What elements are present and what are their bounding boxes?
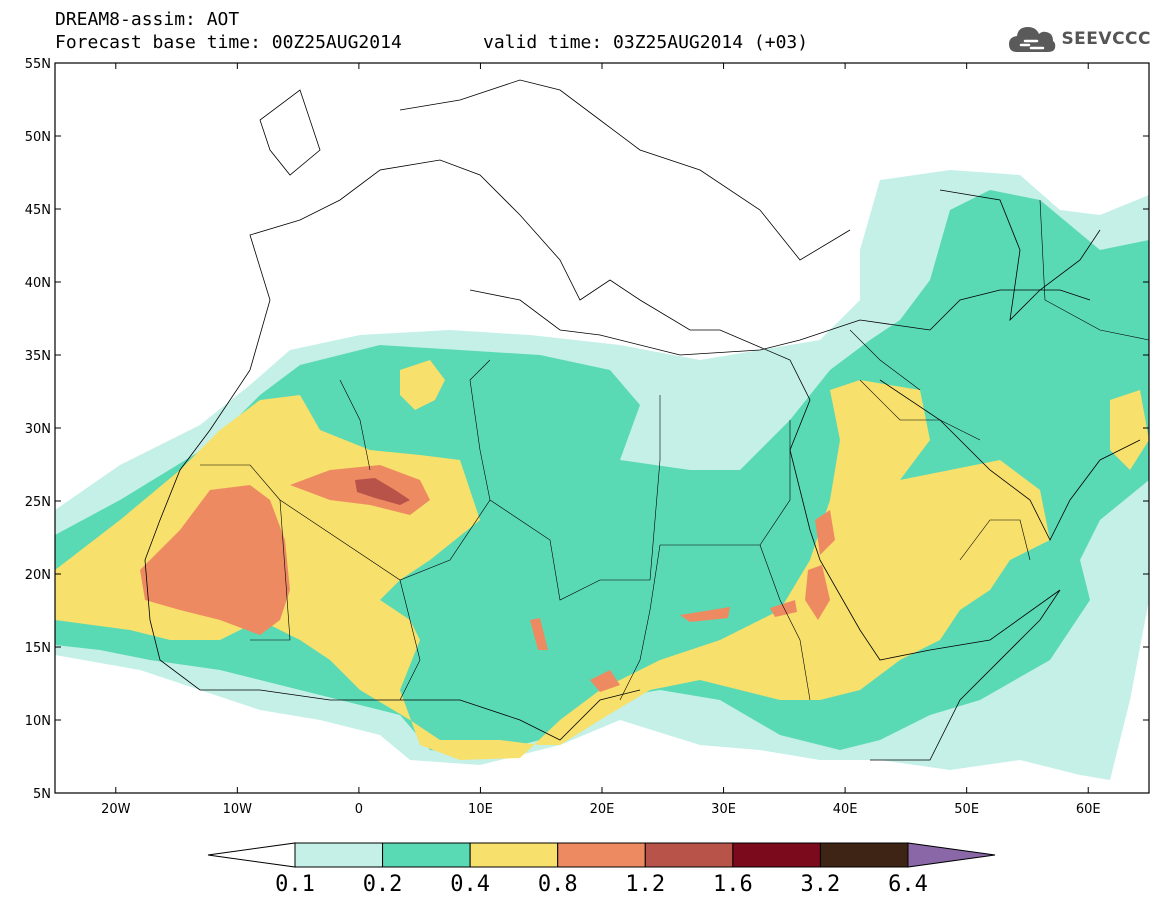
colorbar — [207, 842, 996, 868]
chart-title: DREAM8-assim: AOT — [55, 9, 240, 30]
lon-axis: 20W 10W 0 10E 20E 30E 40E 50E 60E — [101, 63, 1101, 817]
lat-tick-label: 45N — [25, 203, 51, 218]
colorbar-swatch — [819, 842, 909, 868]
colorbar-label: 0.2 — [362, 872, 403, 897]
aot-field — [55, 170, 1149, 780]
lat-tick-label: 50N — [25, 130, 51, 145]
colorbar-swatch — [732, 842, 821, 868]
lat-tick-label: 55N — [25, 57, 51, 72]
lat-tick-label: 20N — [25, 568, 51, 583]
colorbar-label: 3.2 — [800, 872, 841, 897]
lon-tick-label: 40E — [833, 802, 858, 817]
lat-tick-label: 25N — [25, 495, 51, 510]
colorbar-swatch — [382, 842, 471, 868]
valid-time: valid time: 03Z25AUG2014 (+03) — [483, 32, 809, 53]
colorbar-swatch — [469, 842, 559, 868]
cloud-icon — [1009, 27, 1056, 52]
colorbar-swatch — [644, 842, 734, 868]
seevccc-logo: SEEVCCC — [1007, 22, 1151, 56]
colorbar-label: 1.6 — [712, 872, 753, 897]
lon-tick-label: 60E — [1076, 802, 1101, 817]
forecast-base-time: Forecast base time: 00Z25AUG2014 — [55, 32, 402, 53]
country-borders — [200, 199, 1149, 701]
aot-contour-0.8-east — [805, 510, 835, 620]
lon-tick-label: 20W — [101, 802, 131, 817]
lat-tick-label: 5N — [33, 787, 51, 802]
coastlines — [144, 79, 1141, 761]
lat-tick-label: 30N — [25, 422, 51, 437]
aot-contour-0.4 — [55, 380, 1050, 760]
lat-tick-label: 15N — [25, 641, 51, 656]
lon-tick-label: 10E — [468, 802, 493, 817]
aot-contour-1.2 — [355, 478, 410, 505]
colorbar-swatch — [557, 842, 646, 868]
lon-tick-label: 0 — [355, 802, 363, 817]
colorbar-label: 0.4 — [450, 872, 491, 897]
lon-tick-label: 10W — [223, 802, 253, 817]
lon-tick-label: 20E — [590, 802, 615, 817]
lon-tick-label: 50E — [954, 802, 979, 817]
logo-text: SEEVCCC — [1061, 29, 1151, 49]
lon-tick-label: 30E — [711, 802, 736, 817]
colorbar-label: 0.8 — [537, 872, 578, 897]
colorbar-over-triangle — [907, 842, 996, 868]
colorbar-label: 1.2 — [625, 872, 666, 897]
colorbar-under-triangle — [207, 842, 296, 868]
aot-contour-0.8-west — [140, 485, 290, 635]
lat-axis: 55N 50N 45N 40N 35N 30N 25N 20N 15N 10N 5N — [25, 57, 1149, 802]
aot-contour-0.4-north — [400, 360, 445, 410]
colorbar-swatch — [294, 842, 384, 868]
lat-tick-label: 40N — [25, 276, 51, 291]
lat-tick-label: 10N — [25, 714, 51, 729]
colorbar-label: 6.4 — [888, 872, 928, 897]
lat-tick-label: 35N — [25, 349, 51, 364]
colorbar-label: 0.1 — [275, 872, 315, 897]
